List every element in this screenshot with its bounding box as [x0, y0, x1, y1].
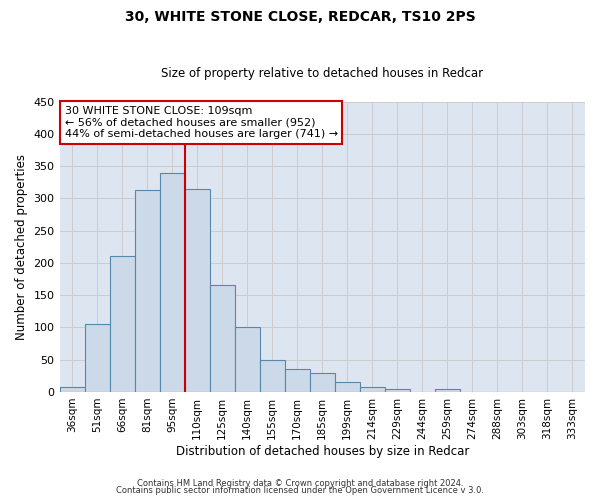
Bar — [185, 188, 209, 392]
Bar — [260, 360, 285, 392]
X-axis label: Distribution of detached houses by size in Redcar: Distribution of detached houses by size … — [176, 444, 469, 458]
Bar — [160, 172, 185, 392]
Bar — [385, 388, 410, 392]
Bar — [209, 286, 235, 392]
Bar — [310, 372, 335, 392]
Text: 30, WHITE STONE CLOSE, REDCAR, TS10 2PS: 30, WHITE STONE CLOSE, REDCAR, TS10 2PS — [125, 10, 475, 24]
Bar — [285, 370, 310, 392]
Title: Size of property relative to detached houses in Redcar: Size of property relative to detached ho… — [161, 66, 484, 80]
Text: Contains public sector information licensed under the Open Government Licence v : Contains public sector information licen… — [116, 486, 484, 495]
Text: 30 WHITE STONE CLOSE: 109sqm
← 56% of detached houses are smaller (952)
44% of s: 30 WHITE STONE CLOSE: 109sqm ← 56% of de… — [65, 106, 338, 139]
Bar — [59, 388, 85, 392]
Bar — [85, 324, 110, 392]
Y-axis label: Number of detached properties: Number of detached properties — [15, 154, 28, 340]
Text: Contains HM Land Registry data © Crown copyright and database right 2024.: Contains HM Land Registry data © Crown c… — [137, 478, 463, 488]
Bar — [360, 387, 385, 392]
Bar — [134, 190, 160, 392]
Bar — [335, 382, 360, 392]
Bar — [110, 256, 134, 392]
Bar — [235, 328, 260, 392]
Bar — [435, 388, 460, 392]
